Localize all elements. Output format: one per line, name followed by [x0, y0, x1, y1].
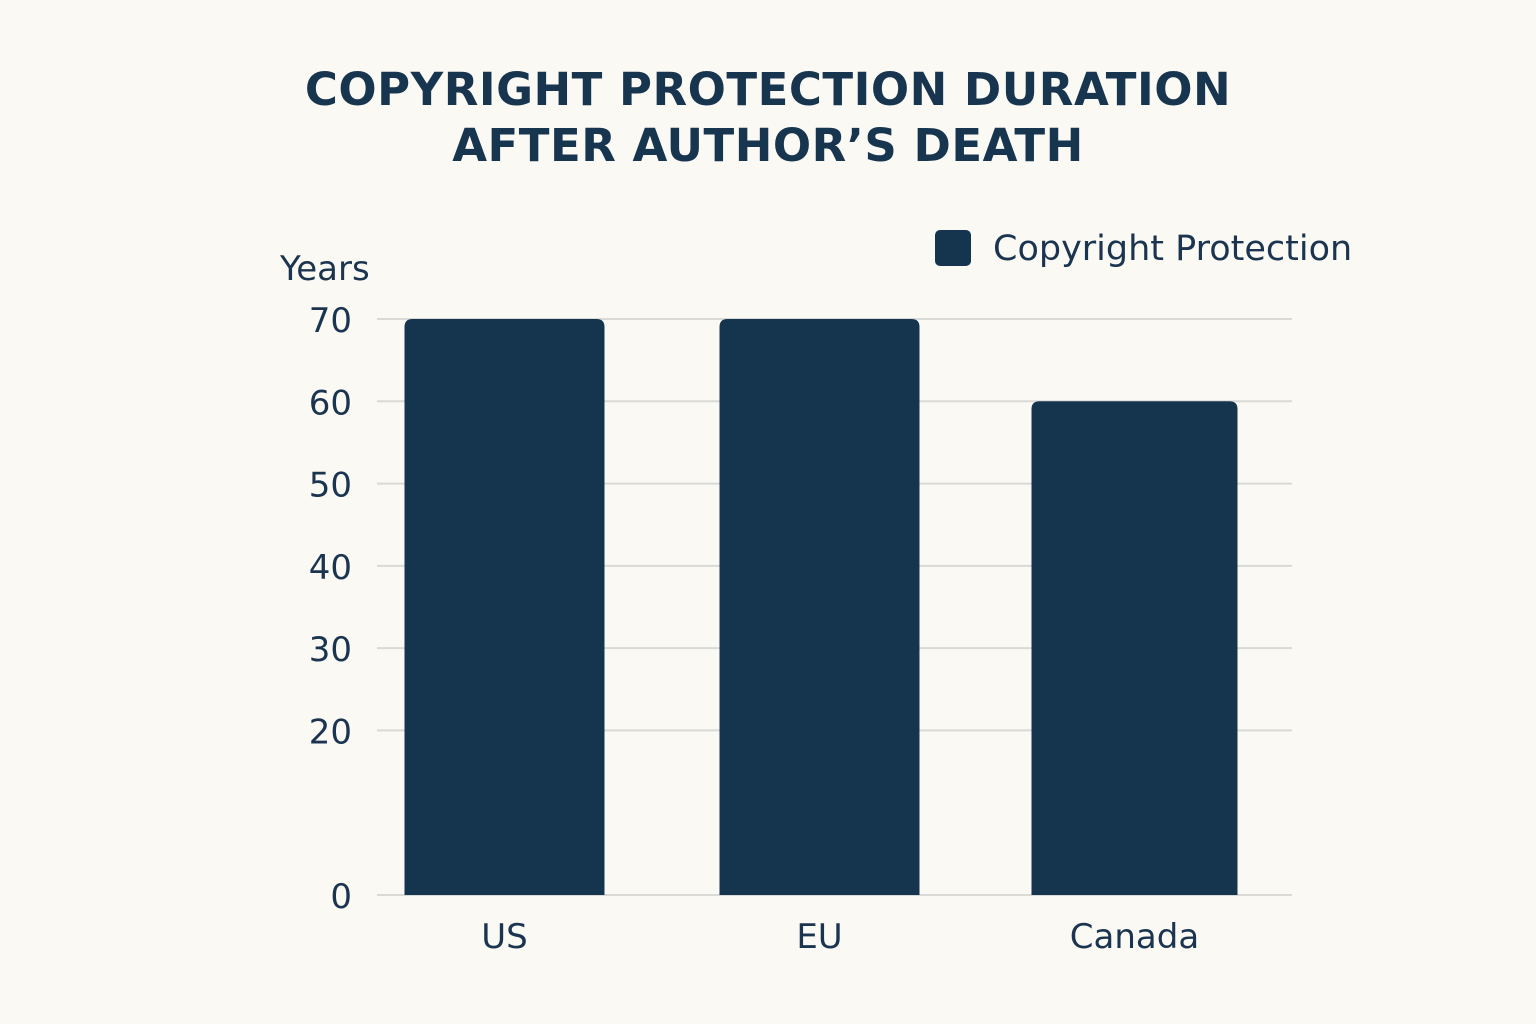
y-tick-label-50: 50: [309, 466, 352, 506]
x-category-label-canada: Canada: [1070, 917, 1199, 957]
x-category-label-us: US: [481, 917, 527, 957]
chart-title-line-1: COPYRIGHT PROTECTION DURATION: [304, 63, 1232, 116]
y-tick-labels: 0 20 30 40 50 60 70: [309, 301, 352, 917]
y-tick-label-60: 60: [309, 383, 352, 423]
chart-title: COPYRIGHT PROTECTION DURATION AFTER AUTH…: [0, 62, 1536, 174]
x-category-label-eu: EU: [796, 917, 842, 957]
y-tick-label-0: 0: [330, 877, 352, 917]
legend-swatch: [935, 230, 971, 266]
y-tick-label-30: 30: [309, 630, 352, 670]
y-axis-label: Years: [279, 249, 370, 289]
legend: Copyright Protection: [935, 229, 1352, 269]
bar-us: [404, 319, 605, 895]
y-tick-label-40: 40: [309, 548, 352, 588]
y-tick-label-70: 70: [309, 301, 352, 341]
y-tick-label-20: 20: [309, 712, 352, 752]
bar-eu: [719, 319, 920, 895]
legend-label: Copyright Protection: [993, 229, 1352, 269]
x-category-labels: US EU Canada: [481, 917, 1199, 957]
chart-title-line-2: AFTER AUTHOR’S DEATH: [452, 119, 1084, 172]
bar-canada: [1031, 401, 1238, 895]
bars: [404, 319, 1238, 895]
